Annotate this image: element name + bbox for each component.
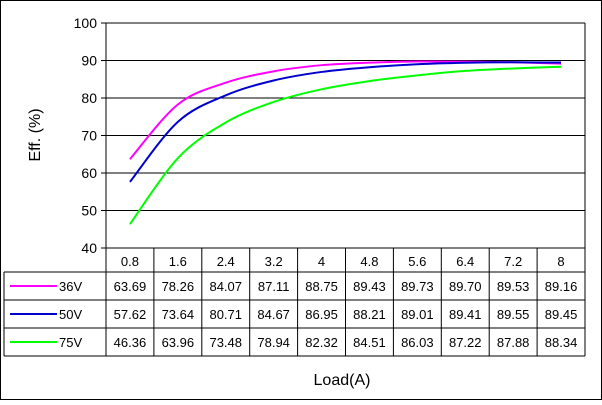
y-tick-label: 60 bbox=[81, 165, 97, 181]
series-line-75V bbox=[129, 65, 562, 225]
data-label: 87.88 bbox=[497, 335, 530, 350]
data-label: 84.07 bbox=[209, 279, 242, 294]
x-tick-label: 4 bbox=[318, 254, 325, 269]
data-label: 87.11 bbox=[258, 279, 290, 294]
data-label: 89.70 bbox=[449, 279, 482, 294]
data-table: 0.8 1.6 2.4 3.2 4 4.8 5.6 6.4 7.2 8 36V 63.69 78.26 8… bbox=[3, 247, 586, 357]
x-tick-label: 4.8 bbox=[360, 254, 378, 269]
legend-label-36V: 36V bbox=[59, 279, 82, 294]
y-tick-label: 90 bbox=[81, 53, 97, 69]
data-label: 73.48 bbox=[209, 335, 242, 350]
x-tick-label: 6.4 bbox=[456, 254, 474, 269]
x-tick-label: 0.8 bbox=[121, 254, 139, 269]
data-label: 89.16 bbox=[545, 279, 578, 294]
data-label: 57.62 bbox=[114, 307, 147, 322]
x-tick-label: 5.6 bbox=[408, 254, 426, 269]
x-axis-label: Load(A) bbox=[314, 372, 371, 389]
data-label: 80.71 bbox=[209, 307, 242, 322]
y-tick-label: 50 bbox=[81, 203, 97, 219]
data-label: 89.53 bbox=[497, 279, 530, 294]
data-label: 89.43 bbox=[353, 279, 386, 294]
x-tick-label: 2.4 bbox=[217, 254, 235, 269]
data-label: 63.69 bbox=[114, 279, 147, 294]
legend-label-75V: 75V bbox=[59, 335, 82, 350]
series-line-50V bbox=[129, 61, 562, 183]
series-lines bbox=[129, 60, 562, 225]
data-label: 73.64 bbox=[162, 307, 195, 322]
y-axis-label: Eff. (%) bbox=[27, 108, 44, 161]
y-tick-labels: 40 50 60 70 80 90 100 bbox=[74, 15, 98, 256]
data-label: 89.45 bbox=[545, 307, 578, 322]
data-label: 89.73 bbox=[401, 279, 434, 294]
data-label: 88.75 bbox=[305, 279, 338, 294]
data-label: 89.01 bbox=[401, 307, 434, 322]
data-label: 46.36 bbox=[114, 335, 147, 350]
legend-label-50V: 50V bbox=[59, 307, 82, 322]
data-label: 86.95 bbox=[305, 307, 338, 322]
y-tick-label: 70 bbox=[81, 128, 97, 144]
data-label: 78.26 bbox=[162, 279, 195, 294]
data-label: 88.34 bbox=[545, 335, 578, 350]
data-label: 84.51 bbox=[353, 335, 386, 350]
data-label: 63.96 bbox=[162, 335, 195, 350]
data-label: 87.22 bbox=[449, 335, 482, 350]
x-tick-label: 8 bbox=[557, 254, 564, 269]
y-tick-label: 100 bbox=[74, 15, 98, 31]
y-tick-label: 40 bbox=[81, 240, 97, 256]
data-label: 78.94 bbox=[257, 335, 290, 350]
y-tick-label: 80 bbox=[81, 90, 97, 106]
x-tick-label: 3.2 bbox=[265, 254, 283, 269]
data-label: 89.41 bbox=[449, 307, 482, 322]
data-label: 84.67 bbox=[257, 307, 290, 322]
x-tick-label: 7.2 bbox=[504, 254, 522, 269]
data-label: 82.32 bbox=[305, 335, 338, 350]
data-label: 89.55 bbox=[497, 307, 530, 322]
data-label: 88.21 bbox=[353, 307, 386, 322]
data-label: 86.03 bbox=[401, 335, 434, 350]
x-tick-label: 1.6 bbox=[169, 254, 187, 269]
